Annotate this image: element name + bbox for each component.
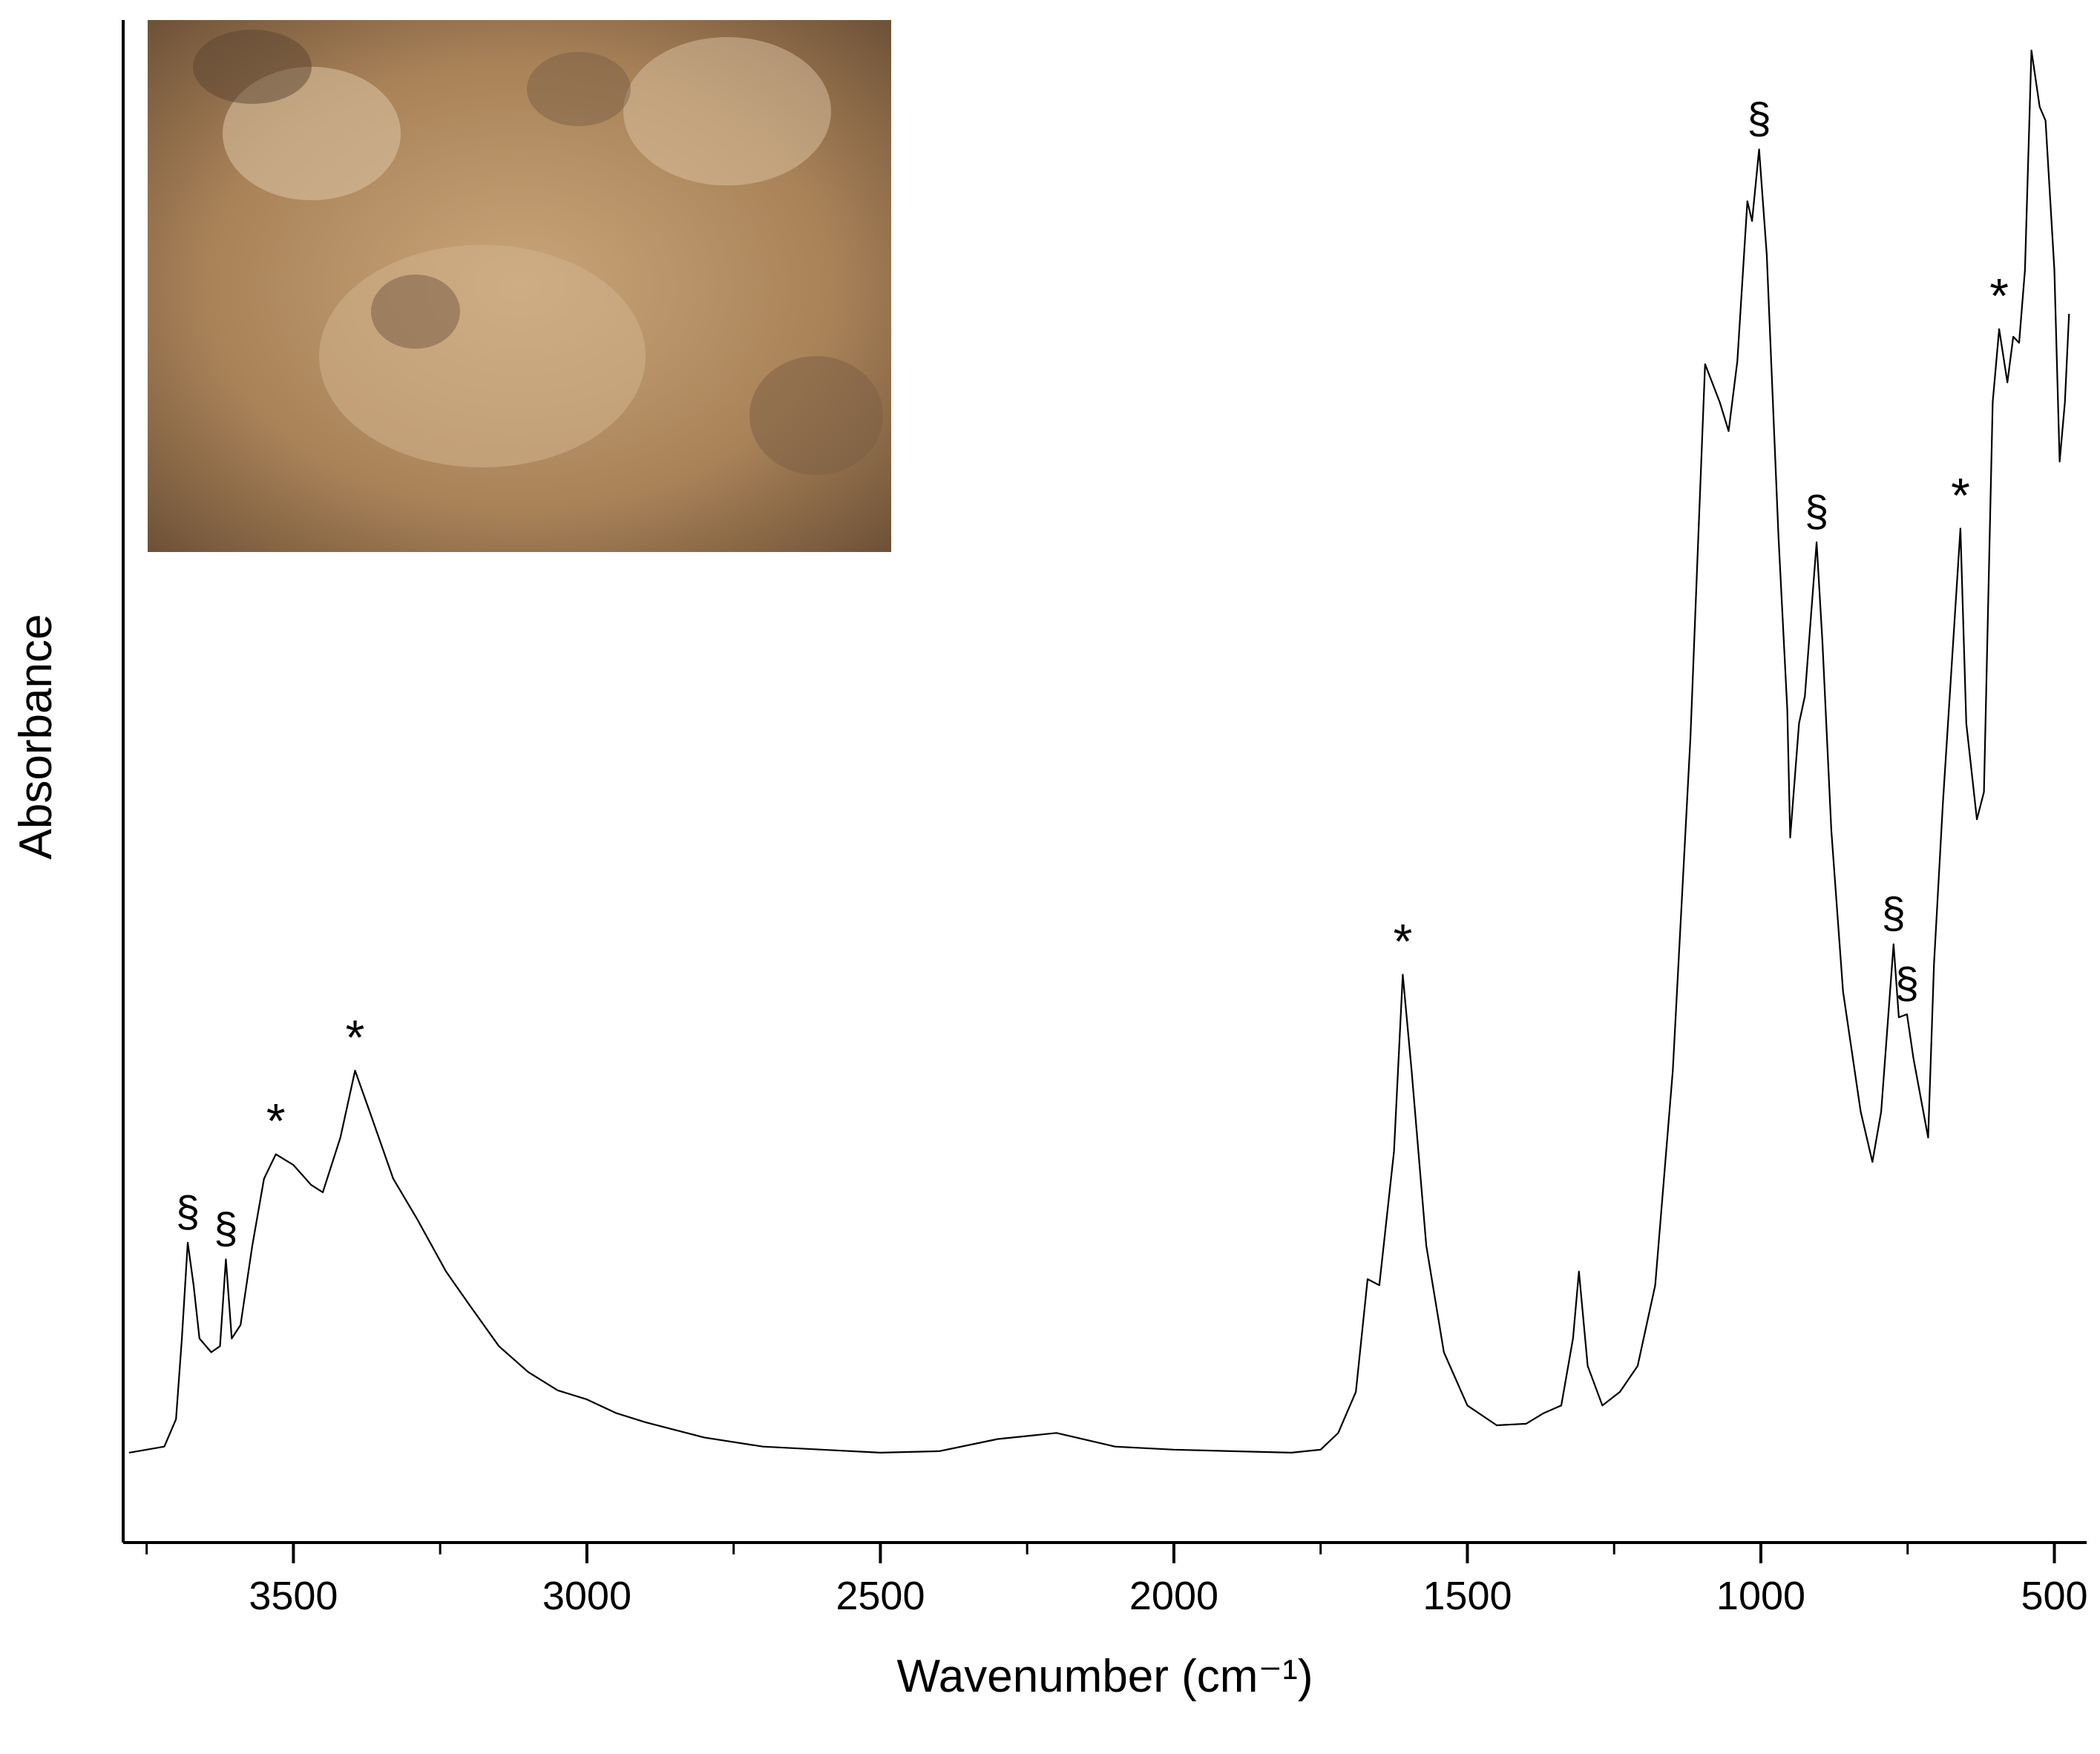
x-axis-label: Wavenumber (cm⁻¹) (897, 1651, 1313, 1702)
peak-annotation: * (1989, 269, 2009, 323)
spectrum-line (128, 49, 2070, 1454)
peak-annotation: § (214, 1204, 237, 1252)
y-axis-label: Absorbance (10, 614, 62, 860)
peak-annotation: * (1394, 914, 1413, 969)
x-tick-label: 2500 (836, 1574, 925, 1618)
peak-annotation: * (266, 1094, 286, 1149)
peak-annotation: * (1951, 467, 1970, 522)
x-tick-label: 3000 (542, 1574, 631, 1618)
x-tick-label: 3500 (249, 1574, 338, 1618)
x-tick-label: 2000 (1129, 1574, 1218, 1618)
inset-photo (148, 20, 891, 552)
x-tick-label: 500 (2021, 1574, 2087, 1618)
peak-annotation: § (1895, 959, 1919, 1008)
x-tick-label: 1500 (1423, 1574, 1512, 1618)
peak-annotation: § (1747, 94, 1771, 142)
peak-annotation: * (346, 1010, 365, 1065)
peak-annotation: § (1805, 487, 1828, 536)
peak-annotation: § (176, 1188, 200, 1236)
peak-annotation: § (1882, 890, 1906, 938)
x-tick-label: 1000 (1716, 1574, 1805, 1618)
